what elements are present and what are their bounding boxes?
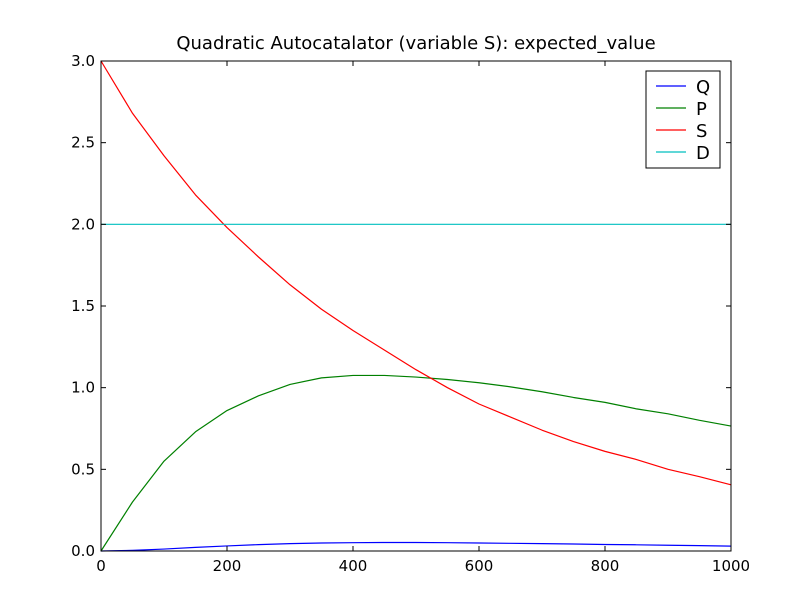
y-axis: 0.0 0.5 1.0 1.5 2.0 2.5 3.0 <box>71 52 731 560</box>
x-tick-label: 600 <box>465 557 494 575</box>
x-tick-label: 200 <box>213 557 242 575</box>
y-tick-label: 1.0 <box>71 379 95 397</box>
x-tick-label: 800 <box>591 557 620 575</box>
y-tick-label: 3.0 <box>71 52 95 70</box>
x-tick-label: 0 <box>96 557 106 575</box>
x-tick-label: 400 <box>339 557 368 575</box>
legend-label-s: S <box>696 121 707 142</box>
series-line-p <box>100 374 732 552</box>
y-tick-label: 0.0 <box>71 542 95 560</box>
y-tick-label: 1.5 <box>71 297 95 315</box>
legend-label-q: Q <box>696 77 710 98</box>
series-group <box>100 60 732 552</box>
legend-label-p: P <box>696 99 707 120</box>
y-tick-label: 2.5 <box>71 134 95 152</box>
y-tick-label: 2.0 <box>71 215 95 233</box>
series-line-q <box>100 541 732 552</box>
x-axis: 0 200 400 600 800 1000 <box>96 61 750 575</box>
series-line-s <box>100 60 732 486</box>
chart-title: Quadratic Autocatalator (variable S): ex… <box>176 33 655 54</box>
y-tick-label: 0.5 <box>71 460 95 478</box>
x-tick-label: 1000 <box>712 557 750 575</box>
legend-label-d: D <box>696 143 710 164</box>
